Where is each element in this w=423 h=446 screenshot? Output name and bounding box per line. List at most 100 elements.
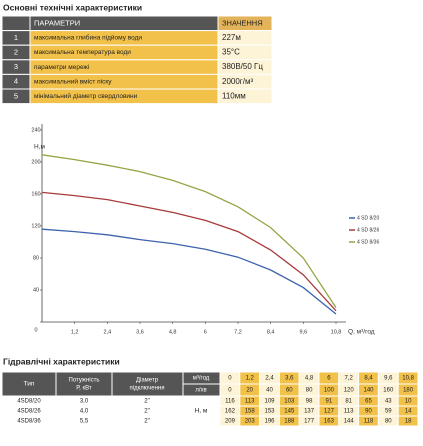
head-value: 113	[245, 399, 255, 405]
y-tick-label: 0	[34, 327, 37, 333]
q-value: 140	[363, 388, 374, 394]
q-value: 10,8	[402, 376, 414, 382]
unit: м³/год	[193, 376, 210, 382]
line-series	[41, 191, 337, 312]
y-tick-label: 240	[31, 127, 40, 133]
column-header: Тип	[24, 381, 35, 388]
head-value: 103	[284, 399, 295, 405]
q-value: 40	[266, 388, 273, 394]
q-value: 160	[383, 388, 394, 394]
q-value: 1,2	[246, 376, 255, 382]
title: Основні технічні характеристики	[3, 2, 142, 12]
x-tick-label: 6	[204, 329, 207, 335]
param-value: 2000г/м³	[222, 77, 253, 86]
x-tick-label: 2,4	[104, 329, 112, 335]
column-header: ЗНАЧЕННЯ	[222, 18, 263, 27]
head-value: 137	[304, 409, 315, 415]
param-name: максимальна температура води	[34, 49, 131, 56]
row-number: 2	[14, 47, 18, 56]
line-series	[41, 228, 337, 315]
q-value: 120	[344, 388, 355, 394]
y-tick-label: 160	[31, 191, 40, 197]
pump-diameter: 2"	[144, 419, 149, 425]
param-value: 227м	[222, 33, 241, 42]
q-value: 60	[286, 388, 293, 394]
x-tick-label: 8,4	[267, 329, 275, 335]
param-name: параметри мережі	[34, 63, 89, 71]
q-value: 8,4	[364, 376, 373, 382]
line-series	[41, 154, 337, 308]
param-name: максимальний вміст піску	[34, 77, 112, 85]
head-value: 98	[306, 399, 313, 405]
table-cell	[55, 371, 113, 397]
head-value: 18	[405, 419, 412, 425]
table-cell	[1, 371, 57, 397]
x-tick-label: 4,8	[169, 329, 177, 335]
pump-type: 4SD8/36	[17, 419, 41, 425]
head-value: 91	[326, 399, 333, 405]
axis-label: H,м	[34, 144, 46, 151]
head-value: 43	[385, 399, 392, 405]
head-value: 14	[405, 409, 412, 415]
param-name: максимальна глибина підйому води	[34, 34, 142, 42]
head-value: 144	[344, 419, 355, 425]
head-value: 163	[324, 419, 335, 425]
q-value: 100	[324, 388, 335, 394]
pump-diameter: 2"	[144, 399, 149, 405]
row-number: 4	[14, 77, 18, 86]
table-cell	[217, 88, 273, 105]
q-value: 0	[228, 388, 232, 394]
unit: л/хв	[195, 388, 206, 394]
pump-type: 4SD8/26	[17, 409, 41, 415]
x-tick-label: 3,6	[136, 329, 144, 335]
pump-power: 5,5	[80, 419, 89, 425]
head-value: 80	[385, 419, 392, 425]
q-value: 4,8	[305, 376, 314, 382]
table-cell	[111, 371, 184, 397]
column-header: ПАРАМЕТРИ	[34, 18, 80, 27]
q-value: 6	[327, 376, 331, 382]
column-header: Потужність	[69, 378, 100, 384]
column-header: Діаметр	[136, 378, 159, 384]
q-value: 20	[246, 388, 253, 394]
head-value: 81	[345, 399, 352, 405]
column-header: підключення	[130, 386, 165, 392]
q-value: 3,6	[285, 376, 294, 382]
head-value: 209	[225, 419, 236, 425]
head-value: 162	[225, 409, 236, 415]
param-value: 380В/50 Гц	[222, 62, 263, 71]
head-value: 158	[245, 409, 256, 415]
pump-power: 3,0	[80, 399, 89, 405]
head-value: 59	[385, 409, 392, 415]
table-cell	[397, 415, 419, 427]
x-tick-label: 7,2	[234, 329, 242, 335]
table-cell	[111, 415, 184, 427]
legend-label: 4 SD 8/36	[357, 239, 379, 245]
head-value: 10	[405, 399, 412, 405]
param-value: 110мм	[222, 91, 246, 100]
head-value: 65	[365, 399, 372, 405]
head-value: 127	[324, 409, 335, 415]
x-tick-label: 9,6	[300, 329, 308, 335]
title: Гідравлічні характеристики	[3, 356, 120, 366]
param-value: 35°C	[222, 48, 240, 57]
pump-type: 4SD8/20	[17, 399, 41, 405]
head-value: 109	[264, 399, 275, 405]
row-number: 5	[14, 91, 18, 100]
head-value: 116	[225, 399, 235, 405]
axis-label: Q, м³/год	[348, 329, 375, 336]
legend-label: 4 SD 8/20	[357, 215, 379, 221]
y-tick-label: 40	[33, 287, 39, 293]
unit: Н, м	[195, 408, 208, 415]
head-value: 188	[284, 419, 295, 425]
q-value: 7,2	[345, 376, 354, 382]
y-tick-label: 80	[33, 255, 39, 261]
head-value: 113	[344, 409, 354, 415]
q-value: 180	[403, 388, 414, 394]
head-value: 153	[264, 409, 275, 415]
head-value: 118	[364, 419, 374, 425]
y-tick-label: 120	[31, 223, 40, 229]
q-value: 80	[306, 388, 313, 394]
pump-diameter: 2"	[144, 409, 149, 415]
table-cell	[1, 15, 31, 32]
